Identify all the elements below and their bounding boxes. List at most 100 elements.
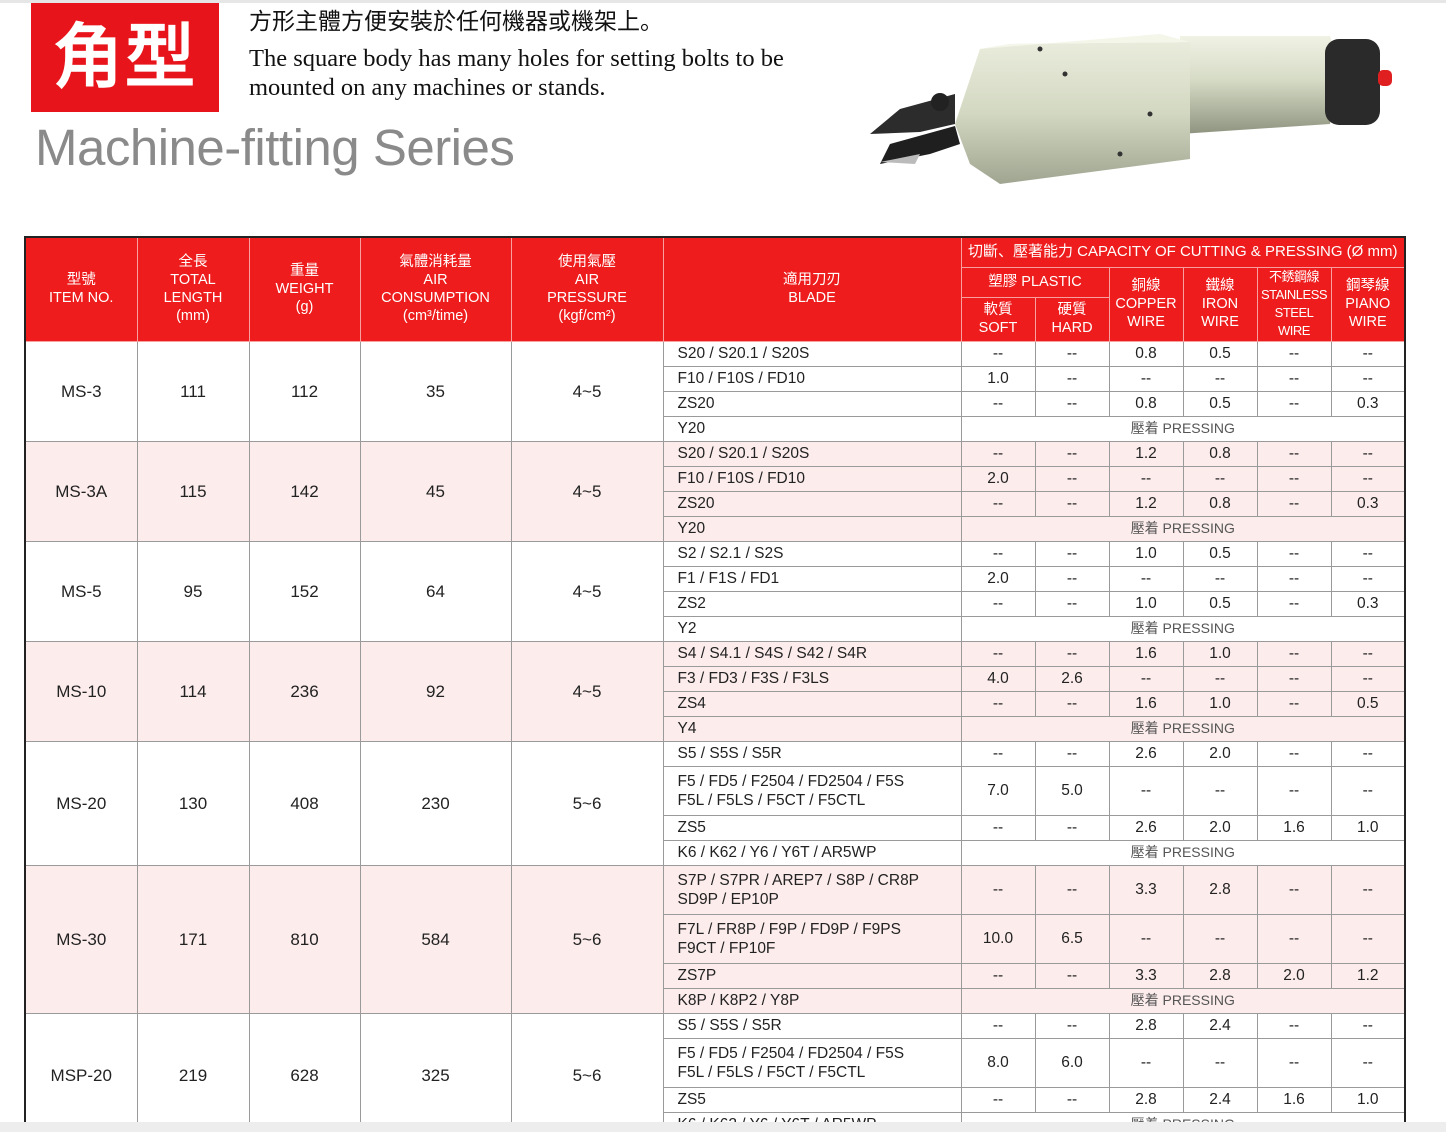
blade-line: F9CT / FP10F [677,939,776,957]
specification-table-container: 型號 ITEM NO. 全長 TOTAL LENGTH (mm) 重量 WEIGHT (g)… [24,236,1406,1122]
cell-stainless: -- [1256,565,1332,592]
header-label-line: SOFT [978,320,1018,336]
specification-table: 型號 ITEM NO. 全長 TOTAL LENGTH (mm) 重量 WEIGHT (g)… [24,236,1406,1122]
blade-line: F5 / FD5 / F2504 / FD2504 / F5S [677,1044,905,1062]
cell-air-consumption: 230 [359,740,512,866]
table-row: MS-3 111 112 35 4~5 S20 / S20.1 / S20S -- -- 0.8… [24,340,1406,442]
cell-stainless: -- [1256,765,1332,816]
cell-soft: -- [960,390,1036,417]
cell-pressing: 壓着 PRESSING [960,615,1406,642]
cell-iron: 0.5 [1182,590,1258,617]
header-label-line: WIRE [1348,314,1387,330]
cell-blade: ZS5 [662,814,962,841]
cell-copper: -- [1108,765,1184,816]
cell-iron: -- [1182,465,1258,492]
cell-air-pressure: 5~6 [510,1012,664,1122]
header-label-line: LENGTH [163,290,223,307]
cell-soft: -- [960,1086,1036,1113]
blade-line: ZS4 [677,695,706,712]
cell-stainless: -- [1256,340,1332,367]
cell-piano: 1.2 [1330,962,1406,989]
cell-total-length: 219 [136,1012,250,1122]
cell-stainless: 1.6 [1256,814,1332,841]
header-label-line: WEIGHT [275,281,334,298]
header-label-line: BLADE [788,290,836,307]
cell-air-consumption: 35 [359,340,512,442]
cell-hard: -- [1034,640,1110,667]
header-label-line: 軟質 [983,302,1013,318]
cell-pressing: 壓着 PRESSING [960,839,1406,866]
cell-air-pressure: 4~5 [510,340,664,442]
chinese-description: 方形主體方便安裝於任何機器或機架上。 [249,9,663,35]
cell-item-no: MS-3 [24,340,138,442]
cell-blade: S5 / S5S / S5R [662,1012,962,1039]
cell-iron: 0.8 [1182,490,1258,517]
cell-soft: -- [960,690,1036,717]
cell-copper: 1.6 [1108,640,1184,667]
cell-copper: -- [1108,665,1184,692]
header-label-line: PIANO [1345,296,1391,312]
cell-pressing: 壓着 PRESSING [960,515,1406,542]
blade-line: ZS20 [677,495,715,512]
cell-hard: 6.0 [1034,1037,1110,1088]
header-label-line: 使用氣壓 [558,254,616,271]
cell-piano: 0.3 [1330,490,1406,517]
cell-stainless: -- [1256,740,1332,767]
cell-pressing: 壓着 PRESSING [960,1111,1406,1122]
cell-blade: ZS20 [662,390,962,417]
cell-iron: 2.8 [1182,864,1258,915]
cell-soft: -- [960,640,1036,667]
cell-soft: -- [960,490,1036,517]
cell-hard: -- [1034,690,1110,717]
cell-blade: K8P / K8P2 / Y8P [662,987,962,1014]
table-row: F5 / FD5 / F2504 / FD2504 / F5S F5L / F5L… [25,765,1406,816]
header-label-line: 氣體消耗量 [399,254,472,271]
cell-blade: S5 / S5S / S5R [662,740,962,767]
table-row: F10 / F10S / FD10 2.0 -- -- -- -- -- [25,465,1406,492]
header-label-line: (mm) [176,308,210,325]
header-label-line: 不銹鋼線 [1268,269,1320,284]
header-label-line: PRESSURE [547,290,627,307]
cell-soft: 7.0 [960,765,1036,816]
col-plastic: 塑膠 PLASTIC [960,266,1110,298]
cell-blade: S7P / S7PR / AREP7 / S8P / CR8P SD9P / EP… [662,864,962,915]
header-label-line: STAINLESS [1260,287,1328,302]
cell-total-length: 95 [136,540,250,642]
cell-air-consumption: 92 [359,640,512,742]
cell-hard: -- [1034,814,1110,841]
cell-air-consumption: 325 [359,1012,512,1122]
header-label-line: (cm³/time) [402,308,469,325]
cell-soft: 1.0 [960,365,1036,392]
col-air-consumption: 氣體消耗量 AIR CONSUMPTION (cm³/time) [359,236,512,342]
blade-line: F7L / FR8P / F9P / FD9P / F9PS [677,920,901,938]
col-capacity: 切斷、壓著能力 CAPACITY OF CUTTING & PRESSING (… [960,236,1406,268]
blade-line: Y4 [677,720,697,737]
cell-iron: 2.0 [1182,814,1258,841]
table-row: ZS20 -- -- 1.2 0.8 -- 0.3 [25,490,1406,517]
cell-copper: 0.8 [1108,390,1184,417]
cell-piano: 0.3 [1330,590,1406,617]
cell-stainless: -- [1256,1012,1332,1039]
product-image-air-nipper [870,34,1392,184]
cell-hard: 6.5 [1034,913,1110,964]
cell-blade: ZS20 [662,490,962,517]
cell-air-pressure: 4~5 [510,440,664,542]
header-label-line: (kgf/cm²) [558,308,616,325]
cell-stainless: -- [1256,490,1332,517]
table-body: MS-3 111 112 35 4~5 S20 / S20.1 / S20S -- -- 0.8… [24,340,1406,1122]
cell-item-no: MSP-20 [24,1012,138,1122]
cell-copper: 3.3 [1108,864,1184,915]
cell-hard: -- [1034,340,1110,367]
cell-stainless: -- [1256,1037,1332,1088]
cell-blade: K6 / K62 / Y6 / Y6T / AR5WP [662,839,962,866]
cell-stainless: -- [1256,540,1332,567]
cell-blade: S2 / S2.1 / S2S [662,540,962,567]
cell-soft: -- [960,962,1036,989]
cell-piano: -- [1330,340,1406,367]
cell-piano: -- [1330,665,1406,692]
cell-soft: -- [960,540,1036,567]
table-row: MS-30 171 810 584 5~6 S7P / S7PR / AREP7 / S8… [24,864,1406,1014]
cell-pressing: 壓着 PRESSING [960,715,1406,742]
cell-iron: 0.5 [1182,390,1258,417]
